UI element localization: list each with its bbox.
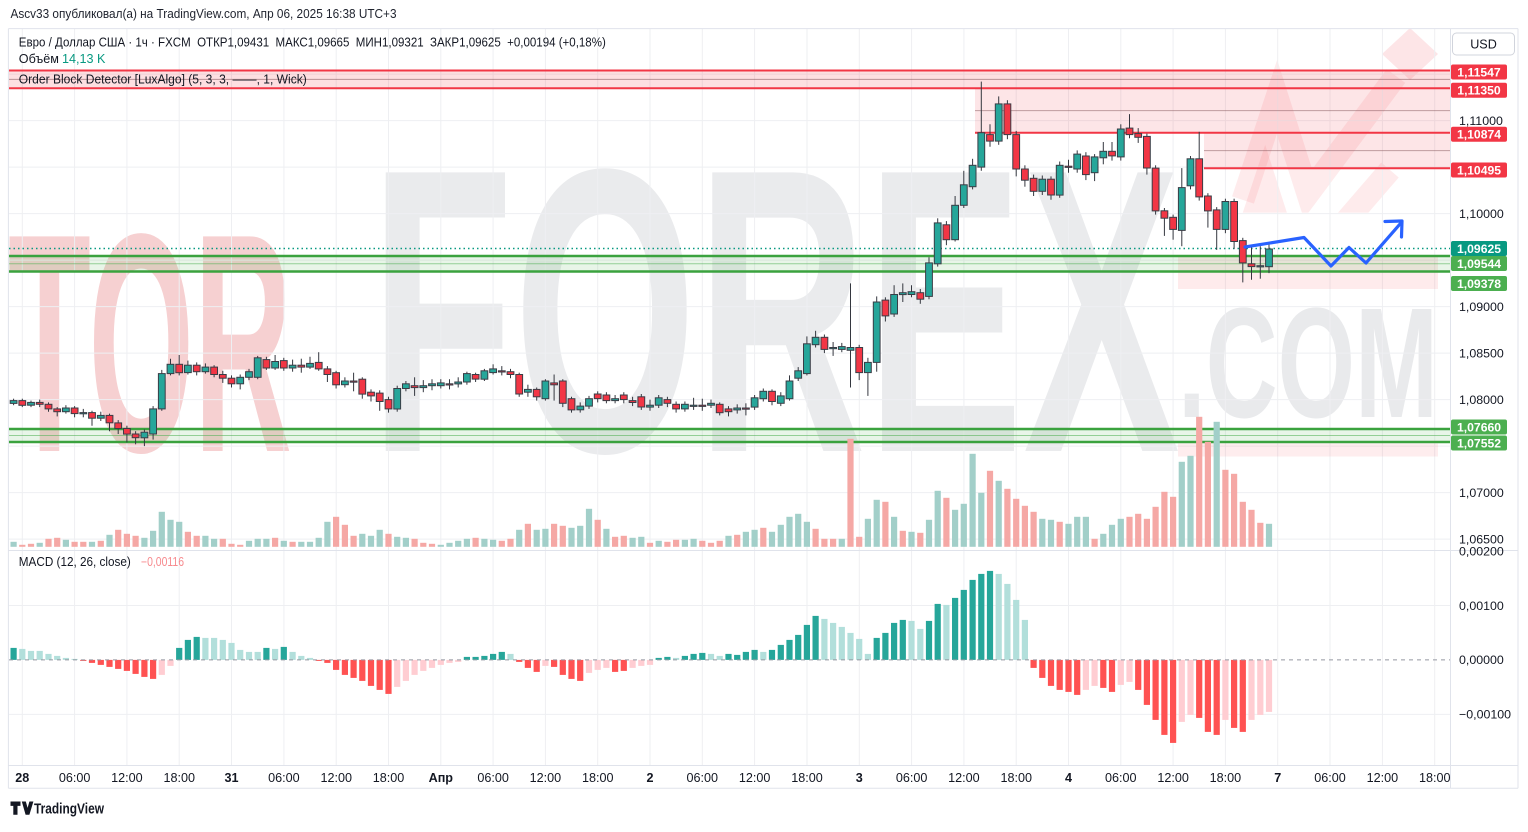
- svg-text:06:00: 06:00: [896, 771, 928, 785]
- svg-text:18:00: 18:00: [373, 771, 405, 785]
- svg-text:06:00: 06:00: [1314, 771, 1346, 785]
- svg-text:1,07000: 1,07000: [1459, 486, 1504, 500]
- svg-text:1,07552: 1,07552: [1457, 436, 1501, 450]
- svg-text:1,11547: 1,11547: [1457, 65, 1501, 79]
- svg-text:Order Block Detector [LuxAlgo]: Order Block Detector [LuxAlgo] (5, 3, 3,…: [19, 73, 307, 87]
- svg-text:1,11000: 1,11000: [1459, 114, 1503, 128]
- svg-text:06:00: 06:00: [687, 771, 719, 785]
- svg-text:0,00000: 0,00000: [1459, 653, 1504, 667]
- svg-text:1,10000: 1,10000: [1459, 207, 1504, 221]
- svg-text:06:00: 06:00: [477, 771, 509, 785]
- svg-text:TradingView: TradingView: [34, 802, 105, 818]
- svg-text:18:00: 18:00: [1000, 771, 1032, 785]
- svg-text:18:00: 18:00: [791, 771, 823, 785]
- svg-text:18:00: 18:00: [1210, 771, 1242, 785]
- svg-text:1,09378: 1,09378: [1457, 277, 1501, 291]
- svg-text:MACD (12, 26, close): MACD (12, 26, close): [19, 555, 131, 569]
- svg-text:12:00: 12:00: [530, 771, 562, 785]
- svg-text:Евро / Доллар США · 1ч · FXCM: Евро / Доллар США · 1ч · FXCM ОТКР1,0943…: [19, 36, 606, 50]
- svg-text:Апр: Апр: [429, 771, 454, 785]
- svg-text:06:00: 06:00: [268, 771, 300, 785]
- svg-text:−0,00100: −0,00100: [1459, 708, 1511, 722]
- svg-text:0,00100: 0,00100: [1459, 599, 1504, 613]
- svg-text:1,08000: 1,08000: [1459, 393, 1504, 407]
- svg-text:31: 31: [224, 771, 238, 785]
- svg-text:2: 2: [646, 771, 653, 785]
- svg-text:18:00: 18:00: [163, 771, 195, 785]
- svg-text:12:00: 12:00: [1367, 771, 1399, 785]
- svg-text:7: 7: [1274, 771, 1281, 785]
- svg-text:12:00: 12:00: [948, 771, 980, 785]
- svg-text:1,09544: 1,09544: [1457, 257, 1501, 271]
- svg-text:18:00: 18:00: [582, 771, 614, 785]
- svg-text:Ascv33 опубликовал(а) на Tradi: Ascv33 опубликовал(а) на TradingView.com…: [11, 6, 397, 21]
- svg-text:1,09000: 1,09000: [1459, 300, 1504, 314]
- svg-text:1,11350: 1,11350: [1457, 84, 1501, 98]
- svg-text:−0,00116: −0,00116: [141, 555, 184, 569]
- svg-text:0,00200: 0,00200: [1459, 545, 1504, 559]
- svg-text:18:00: 18:00: [1419, 771, 1451, 785]
- svg-text:TOR: TOR: [8, 170, 292, 518]
- svg-text:14,13 K: 14,13 K: [62, 52, 106, 66]
- svg-text:12:00: 12:00: [739, 771, 771, 785]
- svg-text:1,06500: 1,06500: [1459, 532, 1504, 546]
- svg-text:1,09625: 1,09625: [1457, 242, 1501, 256]
- svg-text:3: 3: [856, 771, 863, 785]
- svg-text:USD: USD: [1470, 38, 1497, 52]
- svg-text:FOREX: FOREX: [370, 84, 1181, 537]
- svg-text:4: 4: [1065, 771, 1072, 785]
- svg-text:12:00: 12:00: [111, 771, 143, 785]
- svg-text:12:00: 12:00: [1157, 771, 1189, 785]
- svg-text:06:00: 06:00: [59, 771, 91, 785]
- svg-text:1,10874: 1,10874: [1457, 128, 1501, 142]
- svg-text:1,10495: 1,10495: [1457, 163, 1501, 177]
- svg-text:06:00: 06:00: [1105, 771, 1137, 785]
- svg-text:12:00: 12:00: [320, 771, 352, 785]
- svg-text:28: 28: [15, 771, 29, 785]
- svg-text:Объём: Объём: [19, 52, 59, 66]
- svg-text:1,08500: 1,08500: [1459, 346, 1504, 360]
- svg-text:1,07660: 1,07660: [1457, 420, 1501, 434]
- svg-text:.COM: .COM: [1178, 276, 1438, 451]
